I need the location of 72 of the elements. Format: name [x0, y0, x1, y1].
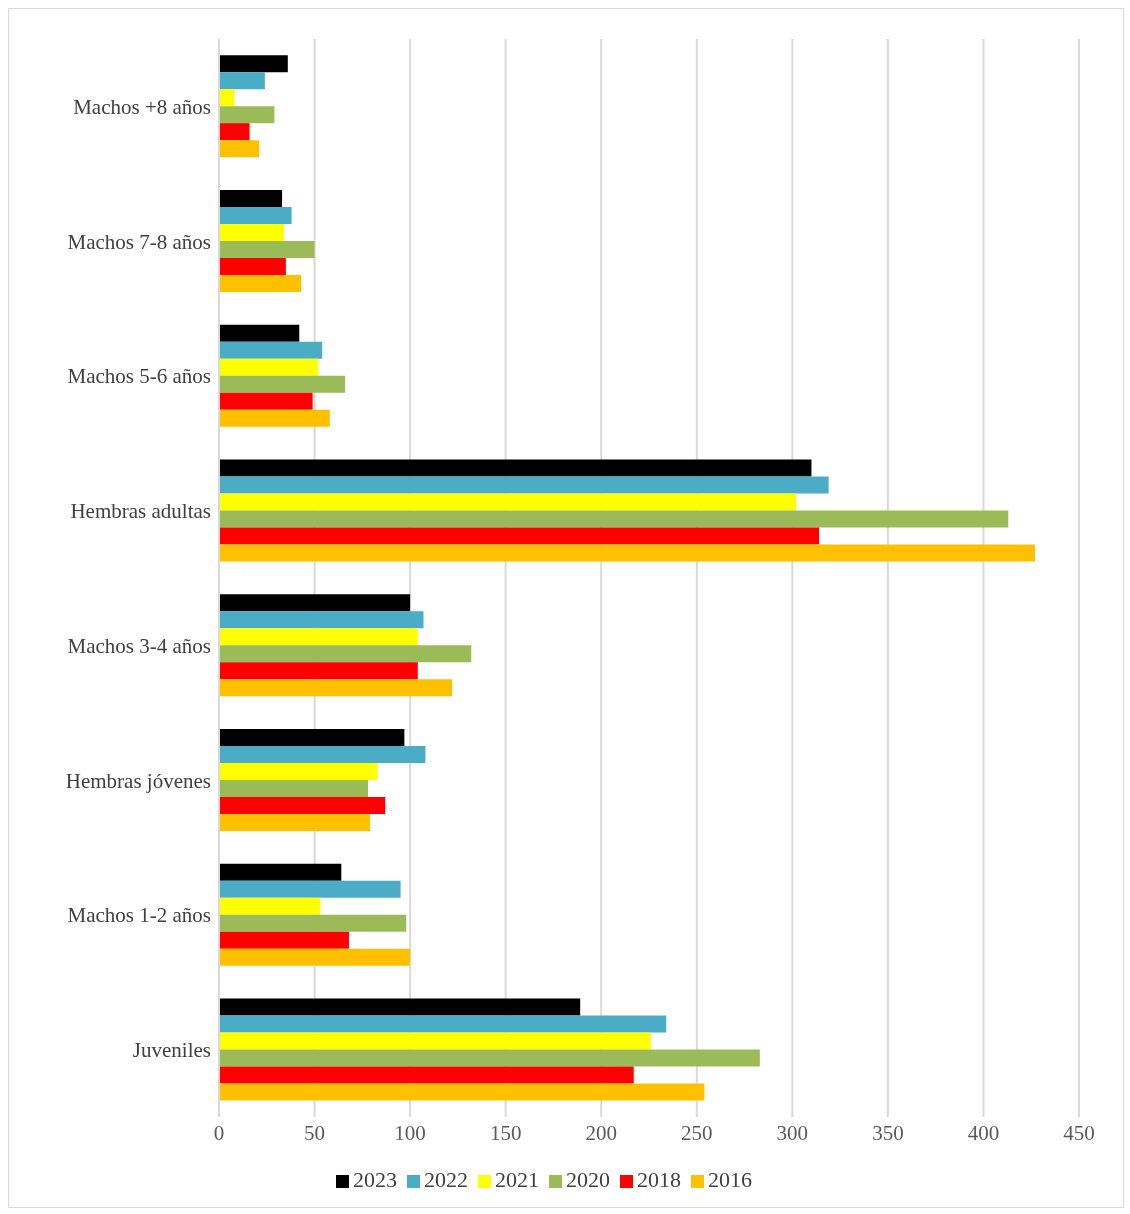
bar	[219, 375, 346, 393]
bar	[219, 1083, 705, 1101]
bar	[219, 257, 286, 275]
bar	[219, 645, 472, 663]
bar	[219, 274, 302, 292]
bar	[219, 728, 405, 746]
bar	[219, 544, 1036, 562]
x-tick-label: 100	[394, 1120, 426, 1145]
bar	[219, 392, 313, 410]
bar	[219, 679, 453, 697]
bar	[219, 123, 250, 141]
legend-label: 2023	[353, 1167, 397, 1192]
bar	[219, 813, 370, 831]
bar	[219, 527, 820, 545]
bar	[219, 459, 812, 477]
legend-label: 2022	[424, 1167, 468, 1192]
bar	[219, 594, 411, 612]
x-tick-label: 150	[489, 1120, 522, 1145]
bar	[219, 223, 284, 241]
bar	[219, 409, 330, 427]
bar	[219, 189, 283, 207]
x-tick-label: 250	[681, 1120, 713, 1145]
y-tick-label: Machos 1-2 años	[67, 903, 211, 928]
bar	[219, 140, 260, 158]
legend-label: 2020	[566, 1167, 610, 1192]
bar	[219, 948, 411, 966]
x-tick-label: 400	[967, 1120, 1000, 1145]
y-tick-label: Machos 3-4 años	[67, 633, 211, 658]
bar	[219, 628, 418, 646]
bar	[219, 863, 342, 881]
x-tick-label: 450	[1063, 1120, 1095, 1145]
bar	[219, 998, 581, 1016]
bar	[219, 931, 349, 949]
bar	[219, 240, 315, 258]
bar	[219, 72, 265, 90]
y-tick-label: Machos 7-8 años	[67, 229, 211, 254]
bar	[219, 206, 292, 224]
bar	[219, 662, 418, 680]
y-tick-label: Machos 5-6 años	[67, 364, 211, 389]
legend-label: 2016	[708, 1167, 752, 1192]
bar	[219, 779, 369, 797]
bar	[219, 106, 275, 124]
bar	[219, 341, 323, 359]
legend-label: 2021	[495, 1167, 539, 1192]
bar	[219, 1032, 651, 1050]
y-tick-label: Hembras adultas	[70, 499, 211, 524]
bar	[219, 1015, 667, 1033]
bar	[219, 476, 829, 494]
y-tick-label: Juveniles	[132, 1038, 211, 1063]
bar	[219, 611, 424, 629]
y-tick-label: Machos +8 años	[73, 94, 211, 119]
bar	[219, 796, 386, 814]
bar	[219, 324, 300, 342]
bar	[219, 358, 319, 376]
bar	[219, 762, 378, 780]
x-tick-label: 300	[776, 1120, 809, 1145]
bar	[219, 1049, 760, 1067]
bar	[219, 510, 1009, 528]
x-tick-label: 350	[872, 1120, 904, 1145]
x-tick-label: 0	[213, 1120, 225, 1145]
x-tick-label: 50	[304, 1120, 326, 1145]
bar	[219, 897, 321, 915]
bar	[219, 745, 426, 763]
y-tick-label: Hembras jóvenes	[65, 768, 211, 793]
legend-label: 2018	[637, 1167, 681, 1192]
bar	[219, 89, 235, 107]
bar	[219, 914, 407, 932]
bar	[219, 1066, 634, 1084]
bar	[219, 55, 288, 73]
x-tick-label: 200	[585, 1120, 617, 1145]
bar	[219, 880, 401, 898]
bar	[219, 493, 797, 511]
